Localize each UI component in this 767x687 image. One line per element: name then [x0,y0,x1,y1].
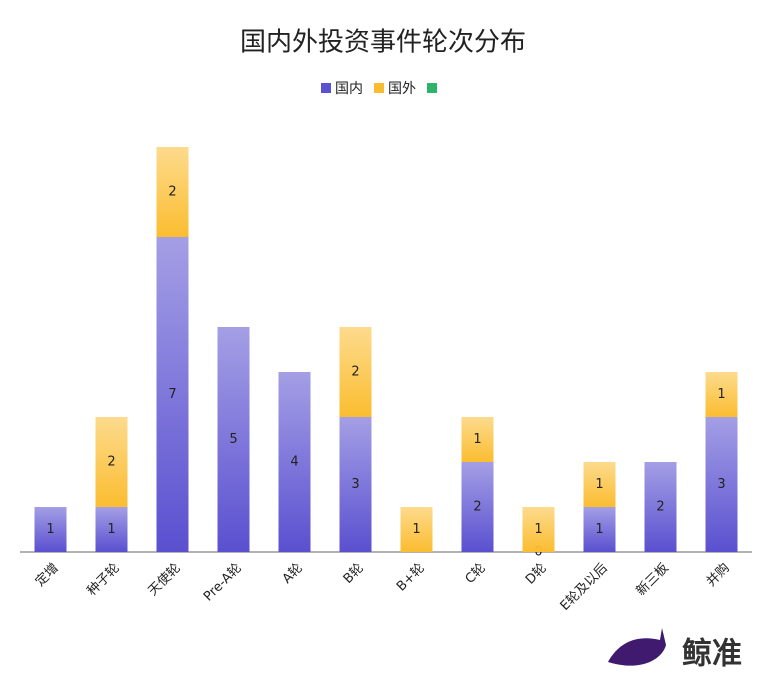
data-label: 1 [46,522,54,537]
bar-segment [644,462,677,552]
bar-segment [339,327,372,417]
bar-segment [583,462,616,507]
data-label: 2 [107,455,115,470]
data-label: 1 [412,522,420,537]
x-tick-label: E轮及以后 [558,561,611,614]
bar-segment [217,327,250,552]
data-label: 4 [290,455,298,470]
x-tick-label: 新三板 [633,560,672,599]
logo-icon [608,628,666,666]
bar-segment [522,507,555,552]
legend: 国内 国外 [321,81,416,97]
legend-label: 国内 [335,81,363,97]
data-label: 1 [107,522,115,537]
legend-swatch [321,83,331,93]
data-label: 1 [534,522,542,537]
bar-segment [156,237,189,552]
bar-segment [95,417,128,507]
bar-segment [461,417,494,462]
x-tick-label: B轮 [341,561,367,587]
x-tick-label: 并购 [703,560,733,590]
data-label: 2 [168,185,176,200]
bar-segment [278,372,311,552]
data-label: 1 [595,522,603,537]
chart-title: 国内外投资事件轮次分布 [240,28,526,58]
bar-segment [34,507,67,552]
bar-segment [583,507,616,552]
data-label: 2 [473,500,481,515]
x-tick-label: A轮 [280,561,306,587]
data-label: 1 [717,387,725,402]
data-label: 5 [229,432,237,447]
legend-swatch [374,83,384,93]
bar-segment [705,372,738,417]
bar-segment [461,462,494,552]
legend-swatch [427,83,437,93]
x-tick-label: 定增 [33,561,62,590]
data-label: 2 [351,365,359,380]
bar-segment [156,147,189,237]
x-tick-label: Pre-A轮 [201,561,245,605]
bar-segment [400,507,433,552]
data-label: 1 [595,477,603,492]
x-tick-label: B+轮 [394,561,428,595]
watermark: 鲸准 [682,637,742,672]
data-label: 1 [473,432,481,447]
data-label: 2 [656,500,664,515]
x-tick-label: 种子轮 [85,561,123,599]
x-tick-label: D轮 [523,561,550,588]
data-label: 7 [168,387,176,402]
data-label: 3 [351,477,359,492]
x-tick-label: 天使轮 [145,560,184,599]
bar-segment [339,417,372,552]
bar-segment [95,507,128,552]
data-label: 3 [717,477,725,492]
x-tick-label: C轮 [463,561,489,587]
bar-segment [705,417,738,552]
legend-label: 国外 [388,81,416,97]
